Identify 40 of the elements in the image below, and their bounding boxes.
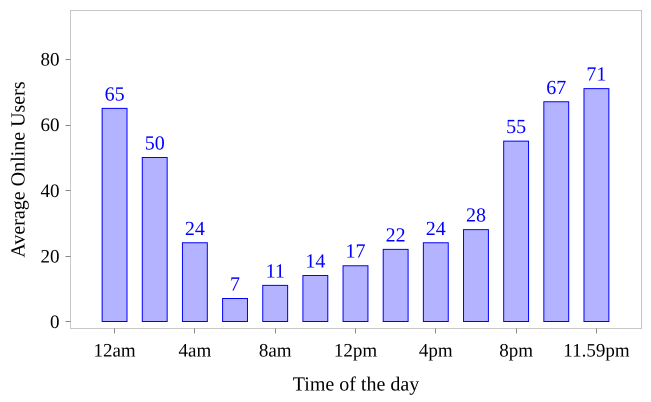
x-tick-label: 8pm bbox=[499, 340, 534, 362]
data-label: 11 bbox=[266, 260, 285, 282]
bar bbox=[222, 298, 248, 322]
bar bbox=[142, 157, 168, 322]
y-tick-label: 80 bbox=[40, 50, 60, 71]
x-axis-title: Time of the day bbox=[292, 374, 420, 396]
x-tick-label: 11.59pm bbox=[563, 340, 630, 362]
bar bbox=[382, 248, 409, 322]
bar bbox=[422, 242, 449, 322]
bar bbox=[583, 88, 610, 322]
bar bbox=[543, 101, 570, 322]
y-tick-label: 60 bbox=[40, 115, 60, 136]
x-tick-label: 8am bbox=[258, 340, 292, 362]
bar bbox=[463, 229, 489, 322]
y-tick-label: 40 bbox=[40, 180, 60, 202]
x-tick-label: 4am bbox=[178, 340, 212, 362]
data-label: 55 bbox=[506, 116, 526, 138]
data-label: 24 bbox=[426, 218, 446, 240]
y-axis-title: Average Online Users bbox=[8, 81, 30, 258]
data-label: 22 bbox=[386, 224, 406, 246]
data-label: 7 bbox=[230, 273, 240, 296]
data-label: 67 bbox=[546, 76, 566, 99]
bar bbox=[302, 275, 328, 322]
bar bbox=[342, 265, 368, 322]
y-tick-label: 0 bbox=[50, 312, 60, 333]
data-label: 14 bbox=[305, 250, 326, 273]
x-tick-label: 12am bbox=[93, 340, 136, 362]
data-label: 17 bbox=[346, 240, 366, 263]
bar bbox=[102, 108, 128, 322]
data-label: 65 bbox=[104, 83, 125, 106]
data-label: 24 bbox=[184, 218, 205, 240]
bar bbox=[503, 140, 530, 322]
data-label: 28 bbox=[466, 204, 486, 227]
bar bbox=[182, 242, 208, 322]
data-label: 71 bbox=[586, 64, 606, 86]
bar bbox=[262, 284, 288, 322]
x-tick-label: 12pm bbox=[334, 340, 378, 362]
data-label: 50 bbox=[144, 132, 165, 155]
y-tick-label: 20 bbox=[40, 246, 60, 268]
x-tick-label: 4pm bbox=[418, 340, 453, 362]
